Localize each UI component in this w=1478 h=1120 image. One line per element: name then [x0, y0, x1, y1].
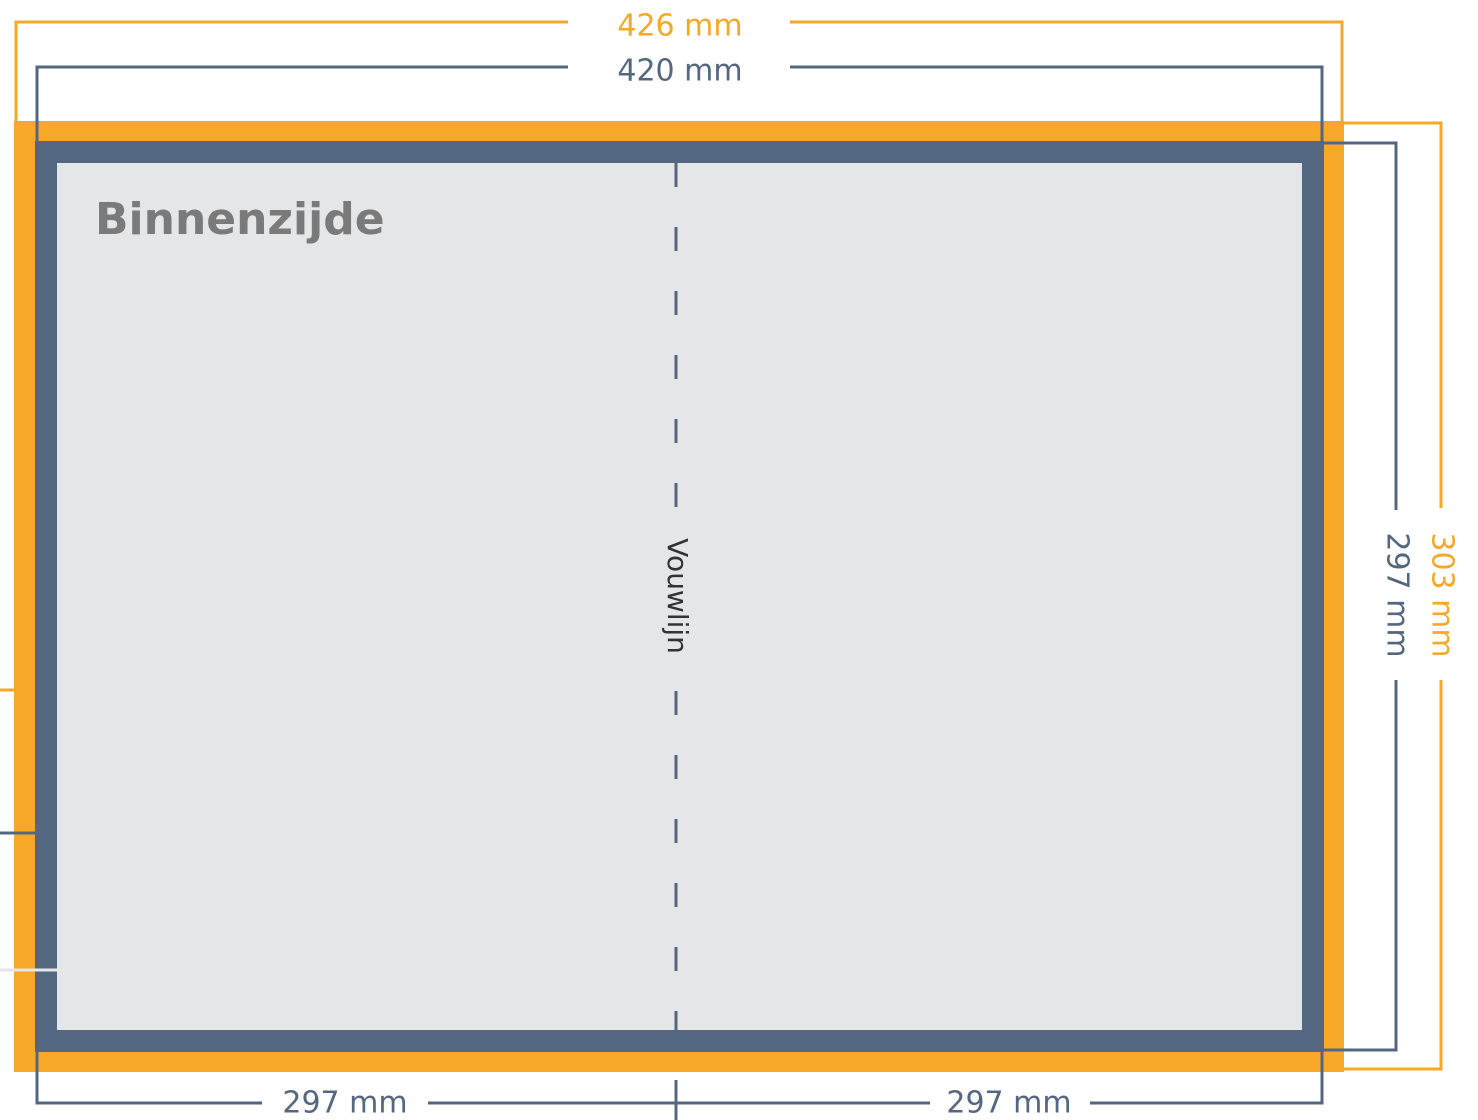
dimension-label: 303 mm — [1425, 532, 1460, 657]
safe-area — [57, 163, 1302, 1030]
dimension-line — [1344, 121, 1443, 1071]
dimension-line — [35, 1052, 1324, 1120]
dimension-label: 297 mm — [282, 1086, 407, 1120]
dimension-line — [14, 20, 1344, 170]
dimension-label: 297 mm — [1380, 532, 1415, 657]
fold-label: Vouwlijn — [661, 538, 694, 654]
title: Binnenzijde — [95, 194, 385, 245]
dimension-line — [35, 65, 1324, 141]
dimension-label: 297 mm — [946, 1086, 1071, 1120]
dimension-label: 426 mm — [617, 9, 742, 44]
dimension-line — [1324, 141, 1398, 1052]
dimension-label: 420 mm — [617, 54, 742, 89]
